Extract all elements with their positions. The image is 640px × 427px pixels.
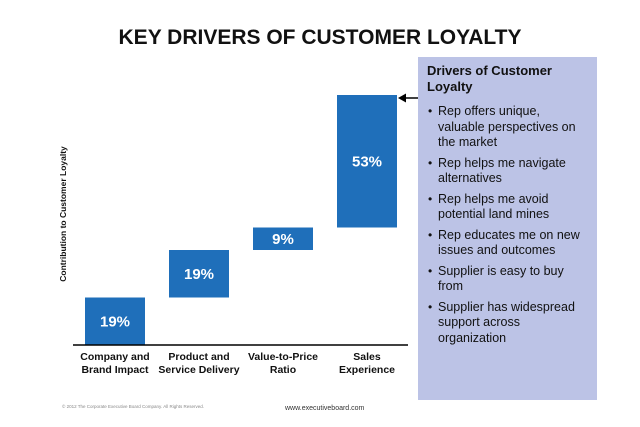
- bar-1: [85, 297, 145, 345]
- list-item: Supplier is easy to buy from: [427, 264, 589, 295]
- bars-group: [85, 95, 397, 345]
- chart-title: KEY DRIVERS OF CUSTOMER LOYALTY: [118, 26, 522, 49]
- drivers-list: Rep offers unique, valuable perspectives…: [427, 104, 589, 346]
- list-item: Rep helps me navigate alternatives: [427, 156, 589, 187]
- drivers-panel: Drivers of Customer Loyalty Rep offers u…: [418, 57, 597, 400]
- category-label: Company and Brand Impact: [80, 351, 149, 376]
- pointer-arrow-icon: [398, 93, 418, 103]
- bar-2: [169, 250, 229, 298]
- list-item: Rep educates me on new issues and outcom…: [427, 228, 589, 259]
- bar-value-label: 53%: [352, 153, 382, 170]
- bar-labels-group: 19% 19% 9% 53%: [100, 153, 382, 330]
- list-item: Supplier has widespread support across o…: [427, 300, 589, 347]
- bar-4: [337, 95, 397, 228]
- category-label: Product and Service Delivery: [158, 351, 239, 376]
- bar-value-label: 9%: [272, 231, 294, 248]
- y-axis-label: Contribution to Customer Loyalty: [58, 146, 68, 282]
- copyright-text: © 2012 The Corporate Executive Board Com…: [62, 404, 204, 409]
- category-labels-group: Company and Brand Impact Product and Servic…: [80, 351, 395, 376]
- bar-value-label: 19%: [100, 313, 130, 330]
- footer-url: www.executiveboard.com: [285, 405, 365, 412]
- category-label: Value-to-Price Ratio: [248, 351, 318, 376]
- bar-value-label: 19%: [184, 266, 214, 283]
- list-item: Rep helps me avoid potential land mines: [427, 192, 589, 223]
- list-item: Rep offers unique, valuable perspectives…: [427, 104, 589, 151]
- panel-title: Drivers of Customer Loyalty: [427, 63, 552, 94]
- bar-3: [253, 227, 313, 250]
- category-label: Sales Experience: [339, 351, 395, 376]
